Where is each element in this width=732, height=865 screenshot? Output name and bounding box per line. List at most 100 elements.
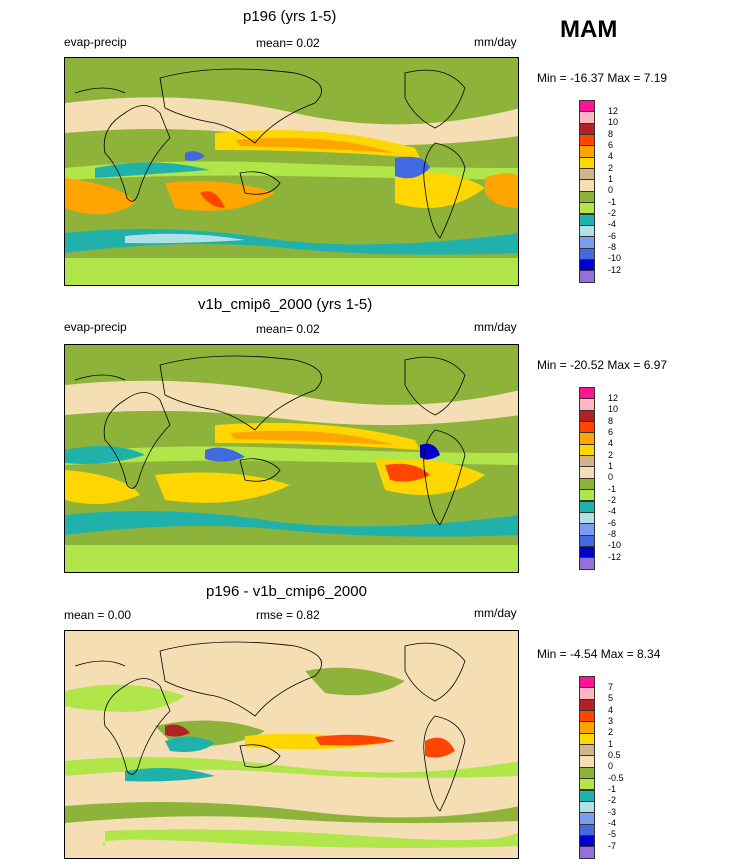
colorbar-tick-label: 4 bbox=[608, 151, 614, 162]
colorbar-tick-label: 10 bbox=[608, 404, 619, 415]
colorbar-tick-label: -10 bbox=[608, 253, 622, 264]
panel3-title: p196 - v1b_cmip6_2000 bbox=[206, 583, 367, 600]
panel1-coastlines bbox=[74, 68, 466, 239]
panel1-variable-label: evap-precip bbox=[64, 35, 127, 49]
colorbar-tick-label: -8 bbox=[608, 242, 617, 253]
panel3-contour-region bbox=[305, 667, 405, 696]
colorbar-tick-label: -10 bbox=[608, 540, 622, 551]
panel3-contour-region bbox=[165, 736, 215, 752]
colorbar-tick-label: 12 bbox=[608, 392, 619, 403]
panel3-rmse-label: rmse = 0.82 bbox=[256, 608, 320, 622]
colorbar-tick-label: -2 bbox=[608, 795, 617, 806]
panel1-units-label: mm/day bbox=[474, 35, 517, 49]
panel1-contour-region bbox=[95, 162, 210, 178]
panel1-contour-region bbox=[65, 97, 518, 145]
colorbar-tick-label: -6 bbox=[608, 230, 617, 241]
colorbar-tick-label: 2 bbox=[608, 449, 614, 460]
colorbar-tick-label: -2 bbox=[608, 495, 617, 505]
panel1-contour-region bbox=[395, 172, 485, 208]
panel2-contour-region bbox=[385, 463, 430, 482]
panel3-coastlines bbox=[74, 641, 466, 812]
panel3-contour-region bbox=[102, 829, 518, 848]
colorbar-tick-label: -7 bbox=[608, 840, 617, 851]
colorbar-tick-label: 4 bbox=[608, 438, 614, 449]
colorbar-tick-label: 4 bbox=[608, 704, 614, 715]
colorbar-tick-label: 2 bbox=[608, 727, 614, 738]
panel1-contour-region bbox=[65, 178, 135, 215]
panel2-map-field bbox=[65, 355, 518, 572]
colorbar-tick-label: 1 bbox=[608, 738, 614, 749]
colorbar-tick-label: -3 bbox=[608, 806, 617, 817]
colorbar-swatch bbox=[579, 557, 595, 570]
panel2-coastlines bbox=[74, 355, 466, 526]
colorbar-tick-label: 0.5 bbox=[608, 749, 621, 760]
panel2-contour-region bbox=[65, 470, 140, 504]
colorbar-tick-label: -5 bbox=[608, 829, 617, 840]
panel2-minmax-label: Min = -20.52 Max = 6.97 bbox=[537, 358, 668, 372]
colorbar-tick-label: 3 bbox=[608, 715, 614, 726]
panel3-contour-region bbox=[125, 767, 215, 782]
colorbar-tick-label: -8 bbox=[608, 529, 617, 540]
colorbar-tick-label: -0.5 bbox=[608, 772, 624, 783]
panel2-mean-label: mean= 0.02 bbox=[256, 322, 320, 336]
panel1-title: p196 (yrs 1-5) bbox=[243, 8, 337, 25]
panel1-contour-region bbox=[235, 137, 395, 153]
colorbar-tick-label: 0 bbox=[608, 761, 614, 772]
panel3-contour-region bbox=[425, 737, 455, 758]
panel3-units-label: mm/day bbox=[474, 606, 517, 620]
colorbar-tick-label: 6 bbox=[608, 139, 614, 150]
panel1-contour-region bbox=[125, 233, 245, 244]
colorbar-tick-label: 7 bbox=[608, 681, 614, 692]
colorbar-tick-label: 1 bbox=[608, 173, 614, 184]
colorbar-tick-label: 8 bbox=[608, 415, 614, 426]
panel1-contour-region bbox=[185, 151, 205, 161]
colorbar-tick-label: -12 bbox=[608, 264, 622, 275]
panel1-minmax-label: Min = -16.37 Max = 7.19 bbox=[537, 71, 668, 85]
panel3-contour-region bbox=[165, 724, 190, 737]
panel1-contour-region bbox=[65, 258, 518, 285]
panel3-contour-region bbox=[315, 734, 395, 746]
colorbar-tick-label: -6 bbox=[608, 517, 617, 528]
panel3-contour-region bbox=[65, 684, 185, 712]
panel2-contour-region bbox=[155, 472, 290, 503]
colorbar-tick-label: -12 bbox=[608, 551, 622, 562]
colorbar-swatch bbox=[579, 270, 595, 283]
colorbar-tick-label: -1 bbox=[608, 196, 617, 207]
panel1-contour-region bbox=[200, 191, 225, 208]
colorbar-tick-label: 6 bbox=[608, 426, 614, 437]
panel1-contour-field bbox=[65, 97, 518, 285]
colorbar-tick-label: 0 bbox=[608, 472, 614, 483]
colorbar-tick-label: -4 bbox=[608, 506, 617, 517]
panel2-map bbox=[64, 344, 519, 573]
colorbar-tick-label: 1 bbox=[608, 460, 614, 471]
colorbar-tick-label: -2 bbox=[608, 208, 617, 218]
panel3-map bbox=[64, 630, 519, 859]
colorbar-tick-label: 5 bbox=[608, 693, 614, 704]
colorbar-tick-label: 2 bbox=[608, 162, 614, 173]
panel2-contour-region bbox=[230, 430, 395, 445]
season-title: MAM bbox=[560, 16, 618, 43]
panel3-contour-field bbox=[65, 667, 518, 848]
panel1-mean-label: mean= 0.02 bbox=[256, 36, 320, 50]
panel2-contour-field bbox=[65, 380, 518, 572]
panel2-contour-region bbox=[205, 447, 245, 462]
panel2-units-label: mm/day bbox=[474, 320, 517, 334]
colorbar-tick-label: 12 bbox=[608, 105, 619, 116]
colorbar-tick-label: -4 bbox=[608, 818, 617, 829]
panel1-contour-region bbox=[165, 180, 275, 211]
panel2-variable-label: evap-precip bbox=[64, 320, 127, 334]
colorbar-tick-label: 8 bbox=[608, 128, 614, 139]
panel1-contour-region bbox=[485, 173, 518, 208]
panel3-map-field bbox=[65, 641, 518, 848]
colorbar-tick-label: 10 bbox=[608, 117, 619, 128]
panel3-minmax-label: Min = -4.54 Max = 8.34 bbox=[537, 647, 661, 661]
panel2-contour-region bbox=[65, 511, 518, 537]
panel2-contour-region bbox=[65, 446, 145, 464]
panel2-contour-region bbox=[65, 380, 518, 426]
panel3-mean-label: mean = 0.00 bbox=[64, 608, 132, 622]
panel1-contour-region bbox=[395, 156, 430, 179]
colorbar-tick-label: -4 bbox=[608, 219, 617, 230]
panel2-contour-region bbox=[65, 545, 518, 572]
colorbar-tick-label: -1 bbox=[608, 483, 617, 494]
panel2-title: v1b_cmip6_2000 (yrs 1-5) bbox=[198, 296, 373, 313]
